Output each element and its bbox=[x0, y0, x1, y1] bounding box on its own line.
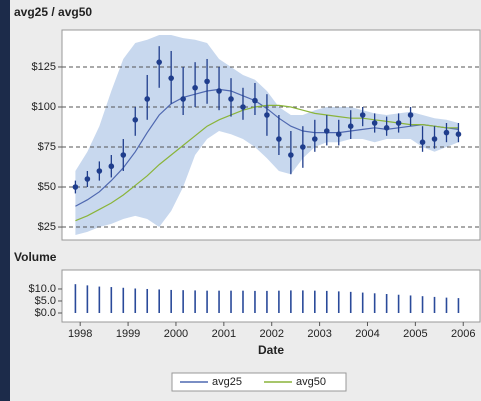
bar bbox=[457, 298, 460, 313]
y-tick-label: $5.0 bbox=[35, 295, 56, 307]
x-axis-label: Date bbox=[258, 343, 284, 357]
bar bbox=[421, 296, 424, 313]
x-tick-label: 2006 bbox=[451, 328, 475, 340]
close-marker bbox=[240, 104, 246, 110]
close-marker bbox=[204, 78, 210, 85]
bar bbox=[266, 290, 268, 313]
bar bbox=[74, 284, 77, 313]
x-tick-label: 1999 bbox=[116, 328, 140, 340]
close-marker bbox=[108, 163, 115, 170]
close-marker bbox=[84, 176, 91, 182]
close-marker bbox=[120, 152, 127, 158]
close-marker bbox=[395, 120, 402, 126]
bar bbox=[325, 290, 328, 313]
bar bbox=[134, 288, 137, 313]
bar bbox=[98, 286, 101, 313]
close-marker bbox=[132, 116, 139, 123]
y-tick-label: $100 bbox=[32, 101, 56, 113]
close-marker bbox=[216, 88, 222, 94]
bar bbox=[373, 293, 376, 313]
y-tick-label: $50 bbox=[38, 181, 56, 193]
close-marker bbox=[455, 131, 462, 137]
close-marker bbox=[335, 131, 342, 137]
legend-label: avg25 bbox=[212, 376, 242, 388]
bar bbox=[194, 290, 196, 313]
close-marker bbox=[431, 136, 438, 142]
close-marker bbox=[407, 112, 414, 118]
close-marker bbox=[180, 96, 186, 102]
close-marker bbox=[347, 123, 354, 129]
close-marker bbox=[156, 59, 162, 65]
bar bbox=[86, 285, 89, 313]
bar bbox=[242, 290, 244, 313]
x-tick-label: 2003 bbox=[307, 328, 331, 340]
legend bbox=[171, 372, 347, 392]
y-tick-label: $0.0 bbox=[35, 307, 56, 319]
bar bbox=[349, 291, 352, 313]
close-marker bbox=[323, 128, 330, 134]
x-tick-label: 2005 bbox=[403, 328, 427, 340]
y-tick-label: $125 bbox=[32, 61, 56, 73]
bar bbox=[278, 290, 280, 313]
close-marker bbox=[264, 112, 270, 118]
volume-title: Volume bbox=[14, 250, 57, 264]
bar bbox=[218, 290, 220, 313]
legend-label: avg50 bbox=[296, 376, 326, 388]
bar bbox=[182, 290, 184, 313]
bar bbox=[110, 287, 113, 313]
bar bbox=[230, 290, 232, 313]
bar bbox=[409, 295, 412, 313]
x-tick-label: 2002 bbox=[259, 328, 283, 340]
close-marker bbox=[312, 136, 318, 142]
bar bbox=[385, 294, 388, 313]
close-marker bbox=[144, 96, 151, 102]
bar bbox=[122, 287, 125, 313]
bar bbox=[254, 290, 256, 313]
bar bbox=[290, 290, 292, 313]
close-marker bbox=[96, 168, 103, 174]
bar bbox=[170, 289, 172, 313]
bar bbox=[337, 291, 340, 313]
close-marker bbox=[383, 124, 390, 131]
close-marker bbox=[359, 112, 366, 118]
close-marker bbox=[371, 120, 378, 126]
close-marker bbox=[252, 97, 258, 104]
bar bbox=[158, 289, 160, 313]
bar bbox=[361, 292, 364, 313]
close-marker bbox=[419, 139, 426, 146]
bar bbox=[397, 294, 400, 313]
bar bbox=[433, 296, 436, 313]
x-tick-label: 2004 bbox=[355, 328, 379, 340]
bar bbox=[206, 290, 208, 313]
close-marker bbox=[192, 84, 198, 91]
close-marker bbox=[72, 184, 79, 190]
chart-title: avg25 / avg50 bbox=[14, 5, 92, 19]
x-tick-label: 2000 bbox=[164, 328, 188, 340]
close-marker bbox=[300, 144, 306, 150]
volume-frame bbox=[61, 269, 481, 323]
close-marker bbox=[276, 136, 282, 142]
bar bbox=[314, 290, 316, 313]
bar bbox=[445, 297, 448, 313]
close-marker bbox=[443, 129, 450, 136]
bar bbox=[146, 288, 149, 313]
y-tick-label: $25 bbox=[38, 221, 56, 233]
bar bbox=[302, 290, 304, 313]
x-tick-label: 1998 bbox=[68, 328, 92, 340]
close-marker bbox=[288, 152, 294, 158]
close-marker bbox=[168, 75, 174, 81]
y-tick-label: $75 bbox=[38, 141, 56, 153]
x-tick-label: 2001 bbox=[212, 328, 236, 340]
close-marker bbox=[228, 96, 234, 102]
y-tick-label: $10.0 bbox=[28, 283, 56, 295]
